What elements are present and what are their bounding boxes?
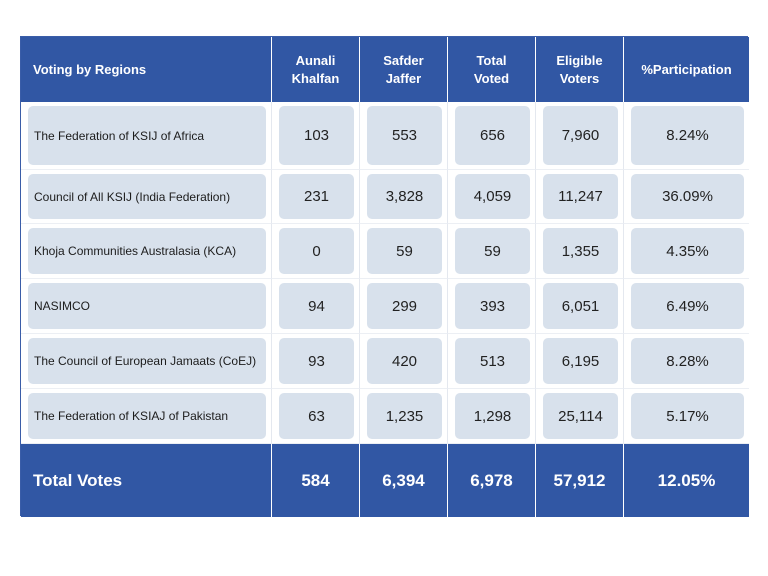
data-value: 59: [367, 228, 442, 274]
region-label: The Federation of KSIJ of Africa: [28, 106, 266, 165]
table-cell-total-voted: 656: [447, 102, 535, 170]
region-label: The Federation of KSIAJ of Pakistan: [28, 393, 266, 439]
region-label: Khoja Communities Australasia (KCA): [28, 228, 266, 274]
header-aunali-khalfan: Aunali Khalfan: [271, 37, 359, 102]
data-value: 1,355: [543, 228, 618, 274]
table-cell-participation: 6.49%: [623, 279, 749, 334]
data-value: 25,114: [543, 393, 618, 439]
data-value: 11,247: [543, 174, 618, 219]
data-value: 8.24%: [631, 106, 744, 165]
data-value: 6.49%: [631, 283, 744, 329]
data-value: 94: [279, 283, 354, 329]
table-cell-total-voted: 513: [447, 334, 535, 389]
table-cell-safder-jaffer: 1,235: [359, 389, 447, 444]
data-value: 656: [455, 106, 530, 165]
table-cell-safder-jaffer: 553: [359, 102, 447, 170]
data-value: 420: [367, 338, 442, 384]
table-cell-safder-jaffer: 420: [359, 334, 447, 389]
data-value: 4.35%: [631, 228, 744, 274]
region-label: NASIMCO: [28, 283, 266, 329]
data-value: 8.28%: [631, 338, 744, 384]
table-cell-aunali-khalfan: 231: [271, 170, 359, 224]
table-cell-eligible-voters: 7,960: [535, 102, 623, 170]
region-label: The Council of European Jamaats (CoEJ): [28, 338, 266, 384]
total-votes-label: Total Votes: [21, 444, 271, 517]
table-cell-participation: 8.24%: [623, 102, 749, 170]
data-value: 63: [279, 393, 354, 439]
table-cell-region: NASIMCO: [21, 279, 271, 334]
data-value: 4,059: [455, 174, 530, 219]
data-value: 93: [279, 338, 354, 384]
table-cell-eligible-voters: 1,355: [535, 224, 623, 279]
table-cell-aunali-khalfan: 103: [271, 102, 359, 170]
data-value: 0: [279, 228, 354, 274]
table-cell-safder-jaffer: 3,828: [359, 170, 447, 224]
table-cell-aunali-khalfan: 93: [271, 334, 359, 389]
table-cell-total-voted: 4,059: [447, 170, 535, 224]
data-value: 6,195: [543, 338, 618, 384]
data-value: 393: [455, 283, 530, 329]
data-value: 299: [367, 283, 442, 329]
data-value: 36.09%: [631, 174, 744, 219]
table-cell-region: Council of All KSIJ (India Federation): [21, 170, 271, 224]
total-aunali-khalfan: 584: [271, 444, 359, 517]
data-value: 59: [455, 228, 530, 274]
total-eligible-voters: 57,912: [535, 444, 623, 517]
data-value: 7,960: [543, 106, 618, 165]
table-cell-total-voted: 393: [447, 279, 535, 334]
table-cell-eligible-voters: 6,051: [535, 279, 623, 334]
data-value: 6,051: [543, 283, 618, 329]
table-cell-aunali-khalfan: 63: [271, 389, 359, 444]
table-cell-region: The Federation of KSIJ of Africa: [21, 102, 271, 170]
data-value: 103: [279, 106, 354, 165]
table-cell-participation: 4.35%: [623, 224, 749, 279]
table-cell-region: The Council of European Jamaats (CoEJ): [21, 334, 271, 389]
table-cell-aunali-khalfan: 0: [271, 224, 359, 279]
header-safder-jaffer: Safder Jaffer: [359, 37, 447, 102]
total-total-voted: 6,978: [447, 444, 535, 517]
table-cell-eligible-voters: 6,195: [535, 334, 623, 389]
data-value: 3,828: [367, 174, 442, 219]
table-cell-participation: 8.28%: [623, 334, 749, 389]
data-value: 1,235: [367, 393, 442, 439]
voting-results-table: Voting by Regions Aunali Khalfan Safder Jaff…: [20, 36, 749, 517]
header-eligible-voters: Eligible Voters: [535, 37, 623, 102]
table-cell-total-voted: 59: [447, 224, 535, 279]
table-cell-eligible-voters: 25,114: [535, 389, 623, 444]
region-label: Council of All KSIJ (India Federation): [28, 174, 266, 219]
data-value: 1,298: [455, 393, 530, 439]
data-value: 231: [279, 174, 354, 219]
header-total-voted: Total Voted: [447, 37, 535, 102]
total-safder-jaffer: 6,394: [359, 444, 447, 517]
table-cell-region: The Federation of KSIAJ of Pakistan: [21, 389, 271, 444]
table-cell-safder-jaffer: 299: [359, 279, 447, 334]
data-value: 513: [455, 338, 530, 384]
data-value: 553: [367, 106, 442, 165]
table-cell-region: Khoja Communities Australasia (KCA): [21, 224, 271, 279]
table-cell-total-voted: 1,298: [447, 389, 535, 444]
total-participation: 12.05%: [623, 444, 749, 517]
data-value: 5.17%: [631, 393, 744, 439]
table-cell-participation: 5.17%: [623, 389, 749, 444]
table-cell-aunali-khalfan: 94: [271, 279, 359, 334]
header-participation: %Participation: [623, 37, 749, 102]
table-cell-eligible-voters: 11,247: [535, 170, 623, 224]
header-region: Voting by Regions: [21, 37, 271, 102]
table-cell-safder-jaffer: 59: [359, 224, 447, 279]
table-cell-participation: 36.09%: [623, 170, 749, 224]
